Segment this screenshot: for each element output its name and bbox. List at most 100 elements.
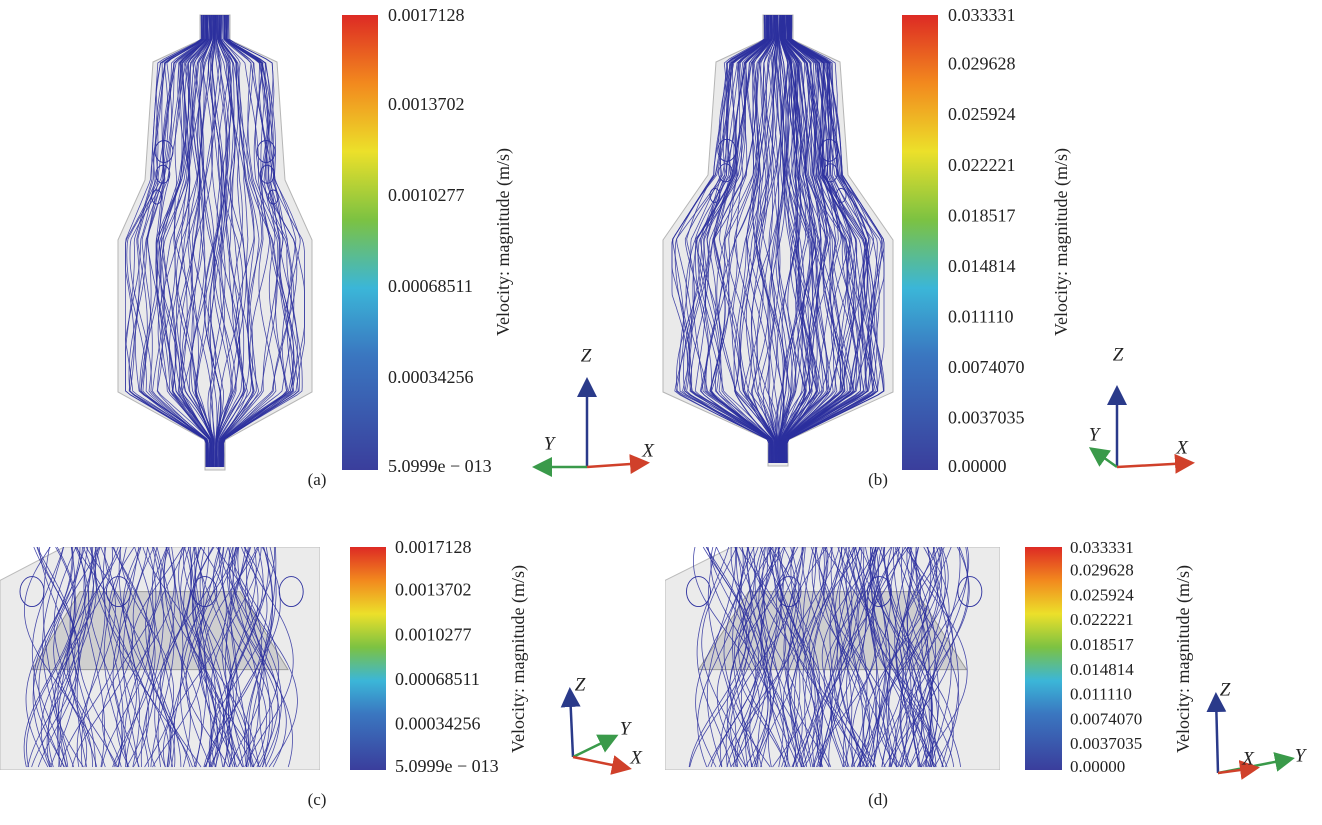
streamline xyxy=(671,15,770,463)
streamline xyxy=(869,547,887,768)
eddy xyxy=(717,138,737,162)
streamline xyxy=(779,14,819,464)
streamline xyxy=(141,14,208,467)
streamline xyxy=(767,14,780,464)
streamline xyxy=(195,15,216,468)
colorbar-tick-label: 0.00034256 xyxy=(388,367,474,387)
streamline xyxy=(694,14,772,463)
streamline xyxy=(710,14,773,464)
streamline xyxy=(906,547,960,768)
streamline xyxy=(930,547,961,768)
streamline xyxy=(769,547,803,768)
axis-arrow xyxy=(572,734,619,759)
streamline xyxy=(185,547,225,768)
streamline xyxy=(129,14,208,468)
streamline xyxy=(54,547,114,768)
streamline xyxy=(786,14,876,464)
zoom-render xyxy=(665,547,1000,770)
panel-label: (b) xyxy=(868,470,888,489)
streamline xyxy=(726,547,787,768)
streamline xyxy=(723,547,763,768)
streamline xyxy=(42,547,69,768)
vessel-render xyxy=(662,14,894,467)
streamline xyxy=(842,547,867,768)
streamline xyxy=(749,547,784,768)
streamline xyxy=(780,14,811,463)
streamline xyxy=(145,547,182,768)
colorbar-tick-label: 0.025924 xyxy=(1070,585,1134,604)
streamline xyxy=(146,14,209,467)
streamline xyxy=(159,547,202,768)
streamline xyxy=(921,547,969,768)
panel-label: (d) xyxy=(868,790,888,809)
streamline xyxy=(227,547,281,768)
streamline xyxy=(870,547,937,768)
streamline xyxy=(156,15,211,467)
streamline xyxy=(855,547,904,768)
colorbar-tick-label: 0.0037035 xyxy=(1070,734,1142,753)
colorbar-tick-label: 0.018517 xyxy=(948,205,1016,225)
streamline xyxy=(203,547,263,768)
streamline xyxy=(890,547,954,768)
eddy xyxy=(259,164,275,184)
streamline xyxy=(882,547,903,768)
streamline xyxy=(769,547,801,768)
axis-label: Y xyxy=(1295,745,1308,766)
eddy xyxy=(256,140,276,163)
streamline xyxy=(60,547,121,768)
streamline xyxy=(777,547,820,768)
streamline xyxy=(783,15,857,463)
streamline xyxy=(247,547,277,768)
streamline xyxy=(719,547,765,768)
streamline xyxy=(703,14,773,464)
streamline xyxy=(228,547,276,768)
colorbar-tick-label: 0.014814 xyxy=(1070,660,1134,679)
streamline xyxy=(750,14,780,463)
axis-label: Y xyxy=(620,718,633,739)
streamline xyxy=(754,547,803,768)
streamline xyxy=(876,547,938,768)
streamline xyxy=(705,15,774,464)
streamline xyxy=(131,547,193,768)
streamline xyxy=(152,14,210,468)
streamline xyxy=(697,547,742,768)
streamline xyxy=(150,547,175,768)
colorbar xyxy=(342,15,378,470)
streamline xyxy=(743,14,777,463)
streamline xyxy=(237,547,282,768)
streamline xyxy=(695,14,773,464)
eddy xyxy=(835,187,847,203)
streamline xyxy=(790,547,854,768)
streamline xyxy=(199,547,230,768)
streamline xyxy=(224,547,246,768)
streamline xyxy=(231,547,260,768)
streamline xyxy=(217,14,254,467)
streamline xyxy=(895,547,950,768)
streamline xyxy=(241,547,294,768)
streamline xyxy=(853,547,877,768)
streamline xyxy=(804,547,827,768)
colorbar-tick-label: 0.00000 xyxy=(948,456,1007,476)
colorbar-tick-label: 0.00000 xyxy=(1070,757,1125,776)
streamline xyxy=(219,15,278,468)
streamline xyxy=(846,547,877,768)
colorbar-tick-label: 0.014814 xyxy=(948,256,1016,276)
streamline xyxy=(104,547,155,768)
streamline xyxy=(88,547,123,768)
streamline xyxy=(244,547,293,768)
streamline xyxy=(745,547,782,768)
streamline xyxy=(697,15,773,464)
eddy xyxy=(686,576,711,608)
colorbar-tick-label: 0.029628 xyxy=(1070,561,1134,580)
eddy xyxy=(709,187,721,203)
axis-label: X xyxy=(1241,748,1255,769)
streamline xyxy=(676,14,770,464)
streamline xyxy=(834,547,875,768)
streamline xyxy=(125,547,156,768)
axis-arrow xyxy=(560,687,581,758)
axis-label: Z xyxy=(1113,344,1124,365)
streamline xyxy=(211,547,259,768)
streamline xyxy=(191,14,217,467)
streamline xyxy=(221,14,294,468)
eddy xyxy=(866,576,892,608)
